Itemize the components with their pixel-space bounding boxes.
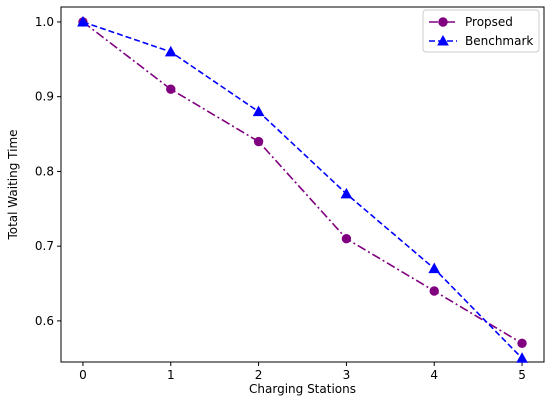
legend-label-benchmark: Benchmark — [465, 34, 533, 48]
y-tick-label: 0.6 — [35, 314, 54, 328]
legend-label-propsed: Propsed — [465, 15, 513, 29]
y-axis-label: Total Waiting Time — [6, 129, 20, 240]
y-tick-label: 0.9 — [35, 90, 54, 104]
data-point-benchmark — [164, 45, 177, 57]
x-tick-label: 2 — [255, 368, 263, 382]
data-point-propsed — [341, 233, 352, 244]
legend-marker-propsed — [438, 17, 448, 27]
x-tick-label: 0 — [79, 368, 87, 382]
data-point-benchmark — [516, 352, 528, 363]
data-point-benchmark — [428, 262, 441, 274]
x-tick-label: 4 — [430, 368, 438, 382]
x-tick-label: 5 — [518, 368, 526, 382]
series-benchmark — [77, 15, 528, 363]
data-point-propsed — [429, 286, 439, 296]
x-axis-ticks: 0 1 2 3 4 5 — [79, 362, 526, 382]
data-point-propsed — [517, 338, 527, 349]
data-point-propsed — [253, 136, 264, 147]
legend: Propsed Benchmark — [422, 9, 540, 53]
plot-border — [60, 6, 545, 363]
series-line-benchmark — [82, 21, 523, 359]
x-axis-label: Charging Stations — [249, 382, 356, 396]
x-tick-label: 3 — [343, 368, 351, 382]
data-point-benchmark — [77, 15, 89, 27]
series-line-propsed — [82, 21, 523, 345]
series-layer — [77, 15, 528, 363]
y-axis-ticks: 0.6 0.7 0.8 0.9 1.0 — [35, 15, 61, 328]
series-propsed — [78, 17, 527, 349]
y-tick-label: 0.8 — [35, 164, 54, 178]
data-point-benchmark — [340, 187, 353, 199]
axes-frame — [60, 6, 545, 363]
legend-marker-benchmark — [437, 34, 449, 46]
data-point-benchmark — [252, 105, 265, 117]
data-point-propsed — [166, 84, 176, 94]
y-tick-label: 0.7 — [35, 239, 54, 253]
x-tick-label: 1 — [167, 368, 175, 382]
y-tick-label: 1.0 — [35, 15, 54, 29]
